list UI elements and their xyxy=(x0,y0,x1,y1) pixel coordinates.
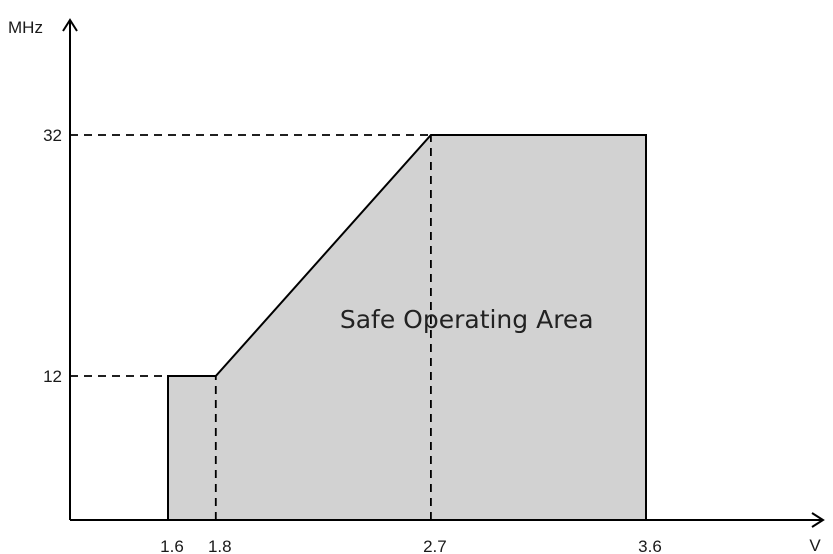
x-tick-label-3-6: 3.6 xyxy=(638,537,662,554)
y-tick-label-32: 32 xyxy=(43,126,62,145)
x-tick-label-1-8: 1.8 xyxy=(208,537,232,554)
x-axis-arrow-icon xyxy=(811,512,825,528)
x-tick-label-1-6: 1.6 xyxy=(160,537,184,554)
x-axis-unit-label: V xyxy=(809,536,821,554)
y-tick-label-12: 12 xyxy=(43,367,62,386)
y-axis-arrow-icon xyxy=(62,18,78,32)
safe-operating-area-label: Safe Operating Area xyxy=(340,305,594,334)
y-axis-unit-label: MHz xyxy=(8,18,43,37)
x-tick-label-2-7: 2.7 xyxy=(423,537,447,554)
